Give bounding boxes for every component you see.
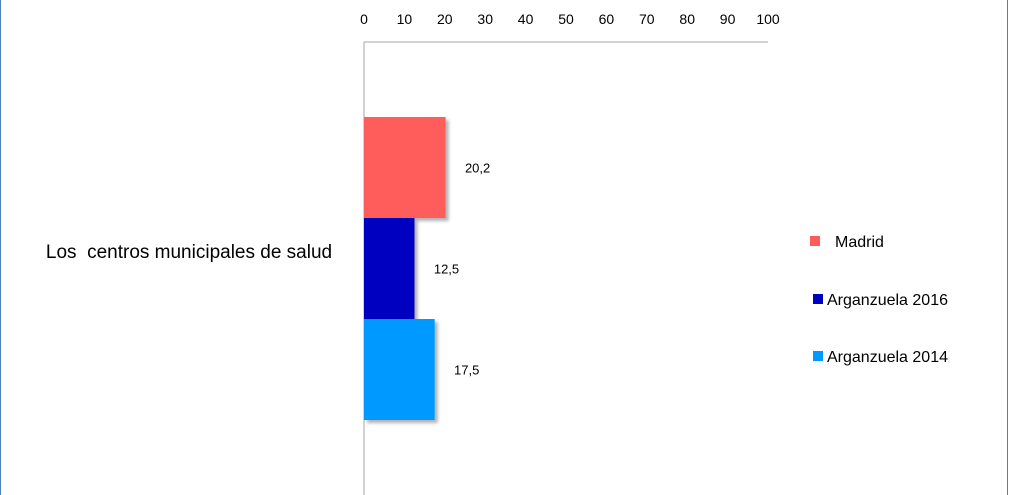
data-label: 20,2 bbox=[465, 161, 490, 176]
legend-swatch bbox=[810, 236, 820, 246]
x-tick-label: 40 bbox=[518, 11, 534, 27]
x-tick-label: 10 bbox=[397, 11, 413, 27]
legend-swatch bbox=[813, 351, 823, 361]
x-tick-label: 100 bbox=[756, 11, 780, 27]
x-tick-label: 60 bbox=[599, 11, 615, 27]
bar-arganzuela-2016 bbox=[364, 218, 415, 319]
legend-swatch bbox=[813, 294, 823, 304]
bar-arganzuela-2014 bbox=[364, 319, 435, 420]
x-tick-label: 70 bbox=[639, 11, 655, 27]
x-tick-label: 90 bbox=[720, 11, 736, 27]
legend-item: Madrid bbox=[810, 234, 884, 251]
x-tick-label: 20 bbox=[437, 11, 453, 27]
legend-item: Arganzuela 2016 bbox=[813, 292, 948, 309]
legend-label: Madrid bbox=[835, 234, 884, 251]
x-tick-label: 30 bbox=[477, 11, 493, 27]
legend-item: Arganzuela 2014 bbox=[813, 349, 948, 366]
x-tick-label: 50 bbox=[558, 11, 574, 27]
data-label: 12,5 bbox=[434, 262, 459, 277]
data-label: 17,5 bbox=[454, 363, 479, 378]
x-tick-label: 80 bbox=[679, 11, 695, 27]
legend-label: Arganzuela 2016 bbox=[827, 292, 948, 309]
x-tick-label: 0 bbox=[360, 11, 368, 27]
category-label: Los centros municipales de salud bbox=[45, 242, 333, 263]
bar-madrid bbox=[364, 117, 446, 218]
legend-label: Arganzuela 2014 bbox=[827, 349, 948, 366]
